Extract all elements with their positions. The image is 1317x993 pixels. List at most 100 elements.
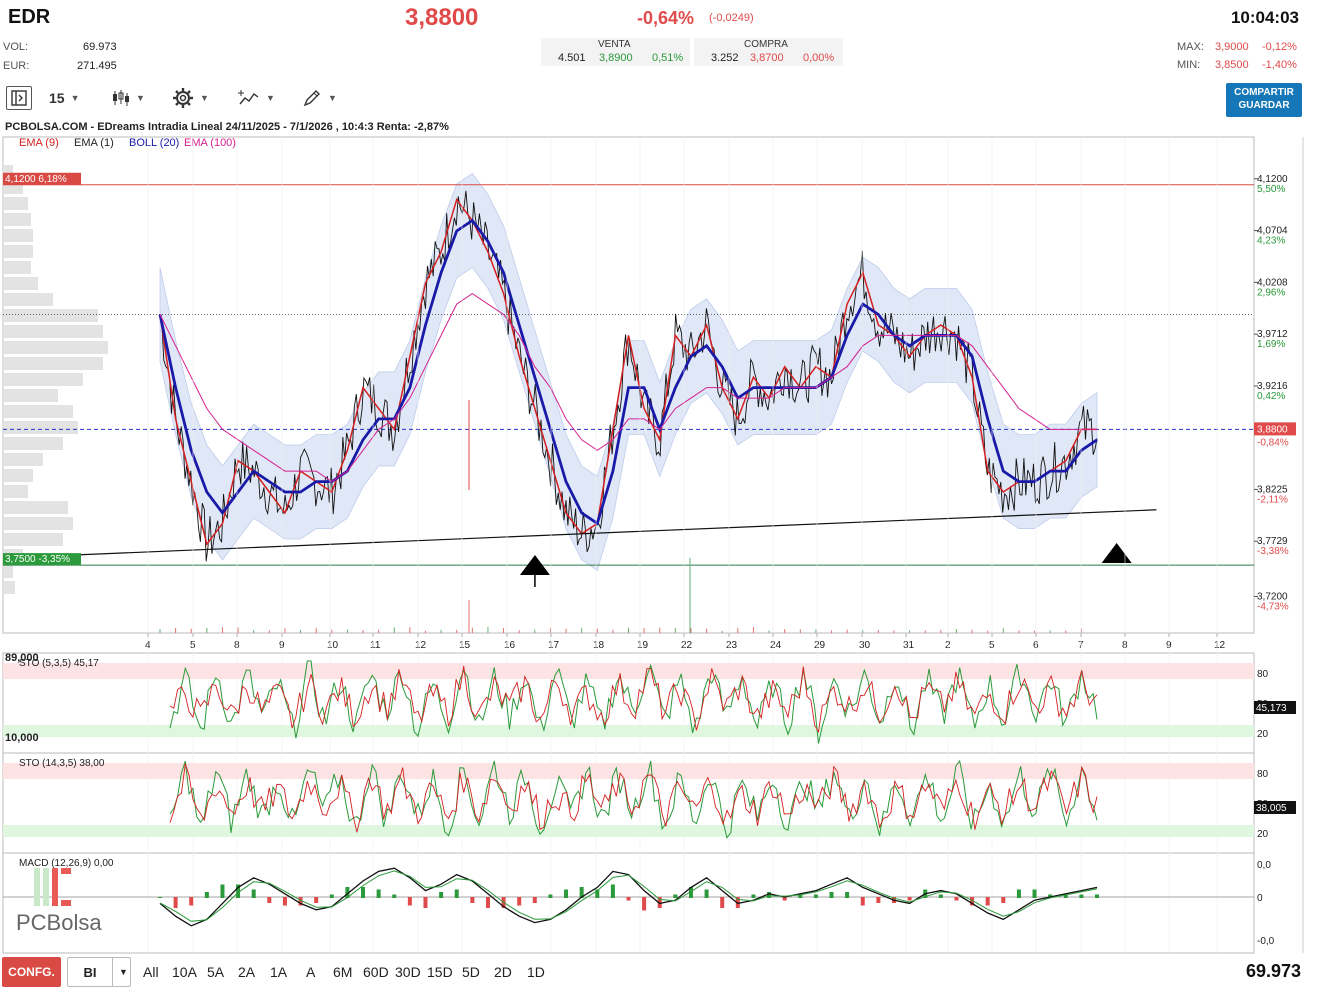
macd-histogram-bar	[158, 897, 162, 898]
volume-profile-bar	[3, 581, 15, 594]
macd-histogram-bar	[251, 889, 256, 898]
range-button-60d[interactable]: 60D	[363, 964, 389, 980]
range-button-30d[interactable]: 30D	[395, 964, 421, 980]
range-button-2a[interactable]: 2A	[238, 964, 256, 980]
macd-histogram-bar	[314, 897, 319, 903]
macd-histogram-bar	[704, 889, 709, 898]
chevron-down-icon: ▼	[136, 93, 145, 103]
sto-fast-oversold-zone	[3, 725, 1254, 737]
legend-ema9: EMA (9)	[19, 137, 59, 149]
chart-title: PCBOLSA.COM - EDreams Intradia Lineal 24…	[5, 121, 449, 133]
range-button-1d[interactable]: 1D	[527, 964, 545, 980]
volume-profile-bar	[3, 325, 103, 338]
venta-box: VENTA 4.501 3,8900 0,51%	[541, 38, 690, 66]
sto-slow-overbought-zone	[3, 763, 1254, 779]
volume-profile-bar	[3, 405, 73, 418]
legend-ema1: EMA (1)	[74, 137, 114, 149]
x-tick-label: 18	[593, 640, 605, 651]
sto-fast-current-tag	[1254, 701, 1296, 714]
volume-profile-bar	[3, 437, 63, 450]
range-button-6m[interactable]: 6M	[333, 964, 353, 980]
range-button-all[interactable]: All	[143, 964, 159, 980]
last-price: 3,8800	[405, 4, 479, 31]
y-tick-label: 4,1200	[1257, 174, 1288, 185]
gear-glyph	[173, 88, 193, 108]
config-button[interactable]: CONFG.	[2, 957, 61, 987]
y-tick-pct: 4,23%	[1257, 236, 1285, 247]
y-tick-label: 4,0704	[1257, 226, 1288, 237]
macd-signal-line	[159, 870, 1098, 922]
range-button-15d[interactable]: 15D	[427, 964, 453, 980]
x-tick-label: 24	[770, 640, 782, 651]
macd-histogram-bar	[720, 897, 725, 908]
y-tick-label: 3,7200	[1257, 591, 1288, 602]
y-tick-label: 3,9712	[1257, 329, 1288, 340]
x-tick-label: 10	[327, 640, 339, 651]
macd-histogram-bar	[1079, 894, 1084, 898]
min-tag-label: 3,7500 -3,35%	[5, 554, 70, 565]
range-button-1a[interactable]: 1A	[270, 964, 288, 980]
sto-fast-line-d	[169, 665, 1098, 734]
sto-slow-y-label: 20	[1257, 829, 1269, 840]
macd-histogram-bar	[688, 887, 693, 898]
range-button-5a[interactable]: 5A	[207, 964, 225, 980]
sto-slow-current-tag	[1254, 801, 1296, 814]
eur-label: EUR:	[3, 60, 30, 72]
sto-slow-title: STO (14,3,5) 38,00	[19, 758, 105, 769]
range-button-2d[interactable]: 2D	[494, 964, 512, 980]
bollinger-band	[159, 173, 1098, 571]
interval-select[interactable]: 15 ▼	[49, 86, 80, 110]
legend-ema100: EMA (100)	[184, 137, 236, 149]
indicators-icon[interactable]: ▼	[238, 86, 275, 110]
y-tick-pct: 5,50%	[1257, 184, 1285, 195]
macd-histogram-bar	[1001, 897, 1006, 903]
x-tick-label: 22	[681, 640, 693, 651]
compra-label: COMPRA	[744, 39, 788, 50]
share-save-button[interactable]: COMPARTIR GUARDAR	[1226, 83, 1302, 117]
macd-histogram-bar	[236, 884, 241, 898]
current-price-pct: -0,84%	[1257, 437, 1289, 448]
macd-histogram-bar	[954, 897, 959, 901]
range-button-10a[interactable]: 10A	[172, 964, 197, 980]
save-label: GUARDAR	[1238, 100, 1290, 111]
change-percent: -0,64%	[637, 8, 695, 28]
x-tick-label: 31	[903, 640, 915, 651]
draw-icon[interactable]: ▼	[302, 86, 337, 110]
gear-icon[interactable]: ▼	[172, 86, 209, 110]
chevron-down-icon: ▼	[70, 93, 80, 103]
range-button-5d[interactable]: 5D	[462, 964, 480, 980]
macd-histogram-bar	[579, 887, 584, 898]
volume-profile-bar	[3, 245, 33, 258]
macd-histogram-bar	[298, 897, 303, 906]
macd-histogram-bar	[392, 894, 397, 898]
panel-toggle-icon[interactable]	[6, 86, 32, 110]
ticker-symbol: EDR	[8, 6, 51, 28]
min-price: 3,8500	[1215, 59, 1249, 71]
venta-label: VENTA	[598, 39, 631, 50]
macd-histogram-bar	[204, 892, 209, 898]
sto-slow-oversold-zone	[3, 825, 1254, 837]
bi-select[interactable]: BI ▼	[67, 957, 131, 987]
volume-profile-bar	[3, 165, 13, 178]
macd-histogram-bar	[673, 894, 678, 898]
range-button-a[interactable]: A	[306, 964, 316, 980]
x-tick-label: 12	[1214, 640, 1226, 651]
chart-area[interactable]: 4,12005,50%4,07044,23%4,02082,96%3,97121…	[0, 0, 1317, 955]
sto-slow-current-label: 38,005	[1256, 803, 1287, 814]
macd-histogram-bar	[595, 889, 600, 898]
macd-histogram-bar	[1032, 889, 1037, 898]
y-tick-pct: 1,69%	[1257, 339, 1285, 350]
volume-profile-bar	[3, 373, 83, 386]
min-tag	[3, 553, 81, 566]
sto-slow-line-k	[169, 759, 1098, 839]
macd-histogram-bar	[532, 897, 537, 903]
macd-histogram-bar	[751, 894, 756, 898]
venta-qty: 4.501	[558, 52, 586, 64]
candles-icon[interactable]: ▼	[110, 86, 145, 110]
macd-histogram-bar	[938, 894, 943, 898]
sto-slow-line-d	[169, 763, 1098, 833]
venta-price: 3,8900	[599, 52, 633, 64]
macd-histogram-bar	[1048, 894, 1053, 898]
volume-profile-bar	[3, 389, 58, 402]
